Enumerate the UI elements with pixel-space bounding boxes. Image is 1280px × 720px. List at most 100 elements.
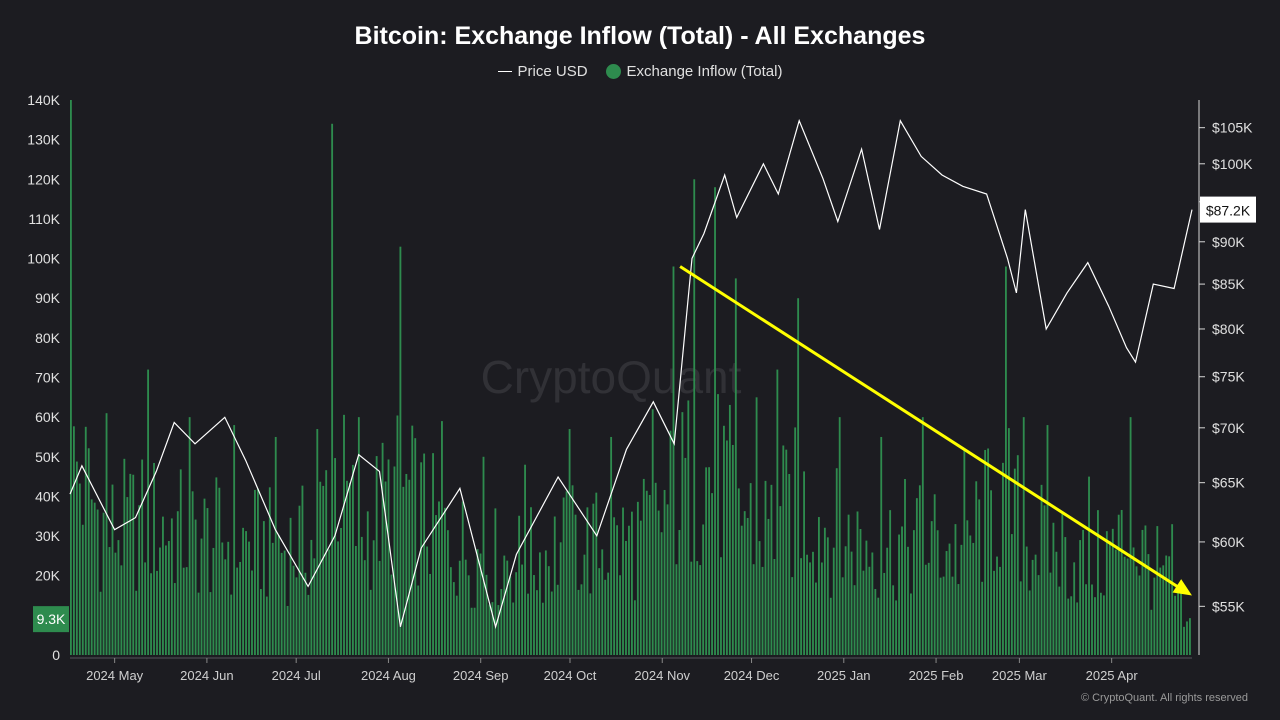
inflow-bar bbox=[1037, 575, 1040, 655]
left-tick-label: 140K bbox=[27, 92, 60, 108]
inflow-bar bbox=[399, 246, 402, 655]
inflow-bar bbox=[310, 539, 313, 655]
inflow-bar bbox=[126, 497, 129, 655]
inflow-bar bbox=[527, 593, 529, 655]
inflow-bar bbox=[580, 584, 583, 655]
inflow-bar bbox=[720, 557, 722, 655]
inflow-bar bbox=[877, 597, 880, 655]
inflow-bar bbox=[871, 552, 874, 655]
inflow-bar bbox=[708, 467, 711, 655]
inflow-bar bbox=[512, 602, 515, 655]
inflow-bar bbox=[449, 567, 452, 655]
inflow-bar bbox=[589, 593, 592, 655]
inflow-bar bbox=[868, 566, 871, 655]
inflow-bar bbox=[1141, 529, 1144, 655]
inflow-bar bbox=[212, 547, 215, 655]
inflow-bar bbox=[251, 570, 253, 655]
inflow-bar bbox=[823, 527, 826, 655]
inflow-bar bbox=[984, 449, 987, 655]
inflow-bar bbox=[164, 545, 167, 655]
x-tick-label: 2025 Jan bbox=[817, 668, 871, 683]
inflow-bar bbox=[179, 469, 182, 655]
inflow-bar bbox=[162, 516, 164, 655]
inflow-bar bbox=[1129, 417, 1132, 655]
inflow-bar bbox=[699, 565, 702, 655]
inflow-bar bbox=[1007, 428, 1010, 655]
inflow-bar bbox=[72, 426, 75, 655]
inflow-bar bbox=[215, 477, 218, 655]
inflow-bar bbox=[1132, 547, 1135, 655]
left-tick-label: 110K bbox=[28, 211, 60, 227]
inflow-bar bbox=[1091, 584, 1093, 655]
inflow-bar bbox=[254, 489, 256, 655]
current-price-box bbox=[1200, 196, 1256, 223]
inflow-bar bbox=[820, 562, 823, 655]
inflow-bar bbox=[1002, 462, 1004, 655]
inflow-bar bbox=[1013, 468, 1016, 655]
inflow-bar bbox=[583, 554, 586, 655]
inflow-bar bbox=[663, 489, 666, 655]
legend-item-inflow[interactable]: Exchange Inflow (Total) bbox=[605, 63, 783, 80]
inflow-bar bbox=[87, 448, 90, 655]
inflow-bar bbox=[135, 590, 138, 655]
inflow-bar bbox=[277, 535, 280, 655]
inflow-bar bbox=[1105, 531, 1108, 655]
inflow-bar bbox=[1034, 554, 1037, 655]
right-tick-label: $70K bbox=[1212, 420, 1245, 436]
inflow-bar bbox=[268, 487, 271, 655]
inflow-bar bbox=[423, 453, 426, 655]
inflow-bar bbox=[669, 430, 672, 655]
inflow-bar bbox=[577, 589, 580, 655]
inflow-bar bbox=[150, 573, 152, 655]
inflow-bar bbox=[1123, 556, 1126, 655]
inflow-bar bbox=[936, 530, 939, 655]
left-tick-label: 130K bbox=[27, 132, 60, 148]
inflow-bar bbox=[613, 517, 616, 655]
legend-label-inflow: Exchange Inflow (Total) bbox=[626, 63, 783, 80]
inflow-bar bbox=[411, 425, 414, 655]
inflow-bar bbox=[96, 509, 99, 655]
inflow-bar bbox=[218, 487, 221, 655]
legend-item-price[interactable]: Price USD bbox=[497, 63, 588, 80]
current-price-label: $87.2K bbox=[1206, 203, 1251, 219]
inflow-bar bbox=[346, 480, 348, 655]
inflow-bar bbox=[829, 597, 832, 655]
inflow-bar bbox=[304, 572, 307, 655]
inflow-bar bbox=[1028, 590, 1031, 655]
inflow-bar bbox=[933, 494, 936, 655]
inflow-bar bbox=[725, 440, 728, 655]
inflow-bar bbox=[1076, 602, 1079, 655]
inflow-bar bbox=[1183, 626, 1185, 655]
inflow-bar bbox=[764, 480, 767, 655]
inflow-bar bbox=[622, 507, 624, 655]
inflow-bar bbox=[93, 502, 96, 655]
inflow-bar bbox=[138, 505, 141, 655]
inflow-bar bbox=[586, 507, 589, 655]
inflow-bar bbox=[818, 517, 820, 655]
inflow-bar bbox=[797, 298, 800, 655]
inflow-bar bbox=[349, 482, 351, 655]
inflow-bar bbox=[141, 459, 144, 655]
inflow-bar bbox=[444, 507, 446, 655]
inflow-bar bbox=[702, 524, 705, 655]
inflow-bar bbox=[340, 527, 342, 655]
inflow-bar bbox=[1171, 524, 1174, 655]
inflow-bar bbox=[227, 541, 230, 655]
inflow-bar bbox=[1022, 417, 1025, 655]
inflow-bar bbox=[381, 442, 384, 655]
inflow-bar bbox=[1073, 562, 1076, 655]
inflow-bar bbox=[167, 541, 170, 655]
inflow-bar bbox=[485, 574, 488, 655]
inflow-bar bbox=[850, 551, 853, 655]
inflow-bar bbox=[129, 473, 132, 655]
inflow-bar bbox=[895, 600, 898, 655]
inflow-bar bbox=[912, 530, 915, 655]
inflow-bar bbox=[835, 468, 838, 655]
inflow-bar bbox=[918, 485, 921, 655]
inflow-bar bbox=[675, 564, 678, 655]
inflow-bar bbox=[883, 572, 886, 655]
inflow-bar bbox=[865, 540, 868, 655]
inflow-bar bbox=[978, 499, 981, 655]
inflow-bar bbox=[657, 510, 660, 655]
